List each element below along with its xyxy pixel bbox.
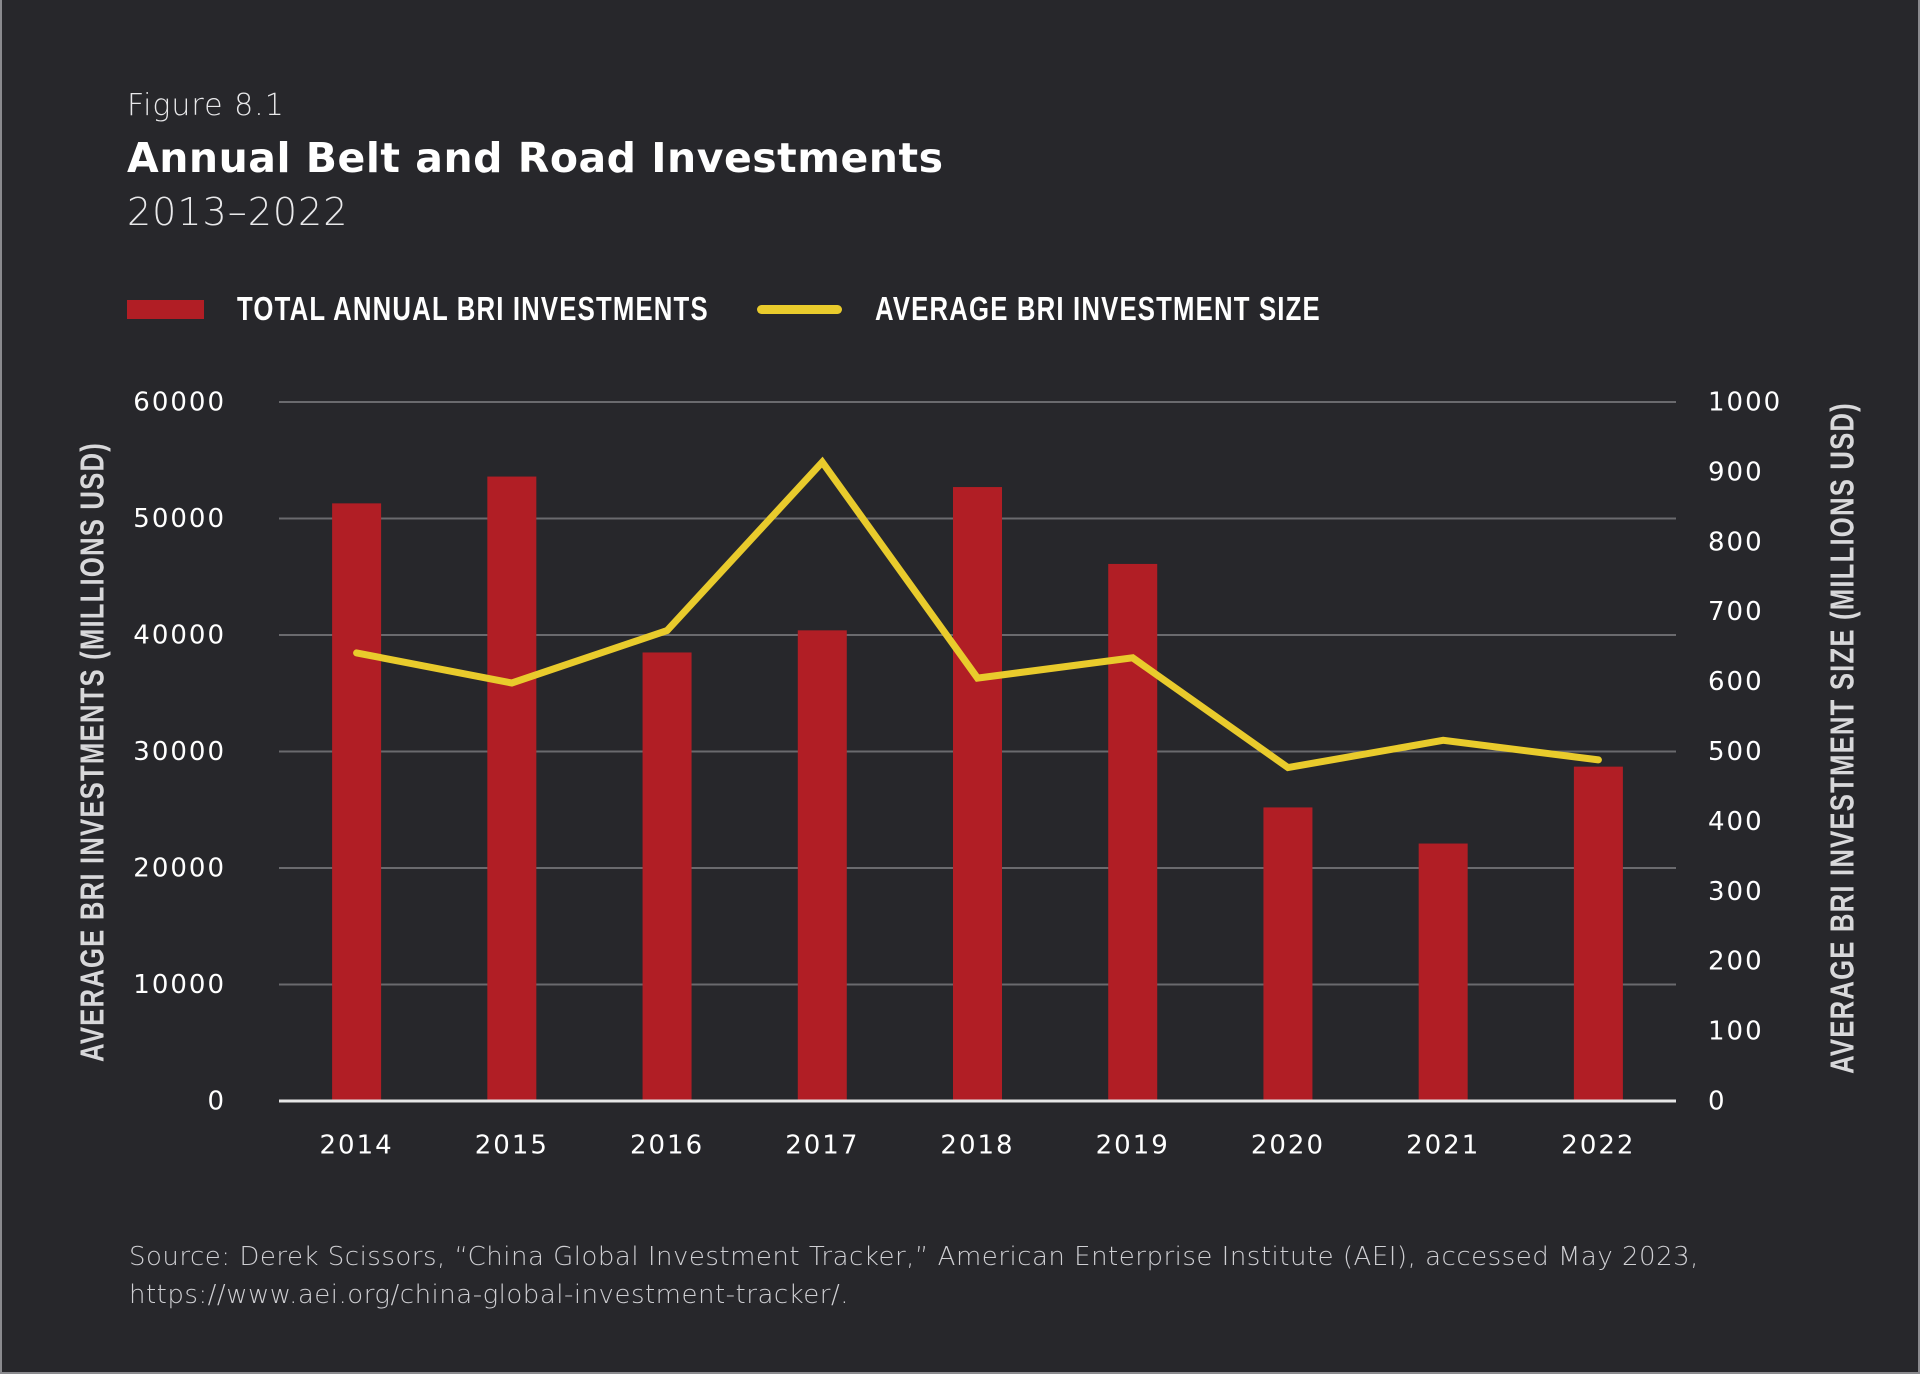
right-tick-label: 900 bbox=[1708, 457, 1764, 487]
chart-title: Annual Belt and Road Investments bbox=[127, 134, 944, 182]
right-tick-label: 100 bbox=[1708, 1017, 1764, 1047]
left-tick-label: 40000 bbox=[133, 621, 226, 651]
bar-2018 bbox=[953, 487, 1002, 1101]
left-tick-label: 0 bbox=[207, 1087, 226, 1117]
legend-item-average-size: AVERAGE BRI INVESTMENT SIZE bbox=[757, 289, 1447, 329]
source-note: Source: Derek Scissors, “China Global In… bbox=[129, 1238, 1699, 1314]
legend-line-swatch bbox=[757, 304, 842, 314]
x-tick-label: 2017 bbox=[785, 1131, 859, 1161]
x-tick-label: 2022 bbox=[1561, 1131, 1635, 1161]
left-tick-label: 60000 bbox=[133, 388, 226, 418]
bar-series bbox=[332, 476, 1623, 1102]
x-tick-label: 2019 bbox=[1096, 1131, 1170, 1161]
left-tick-label: 20000 bbox=[133, 854, 226, 884]
line-series bbox=[353, 456, 1602, 772]
left-tick-label: 30000 bbox=[133, 737, 226, 767]
source-line-1: Source: Derek Scissors, “China Global In… bbox=[129, 1242, 1699, 1272]
legend-bar-swatch bbox=[127, 299, 204, 319]
x-tick-label: 2014 bbox=[320, 1131, 394, 1161]
bar-2017 bbox=[797, 630, 847, 1101]
legend-item-total-investments: TOTAL ANNUAL BRI INVESTMENTS bbox=[127, 289, 842, 329]
x-axis-ticks: 2014 2015 2016 2017 2018 2019 2020 2021 2022 bbox=[320, 1131, 1635, 1161]
left-tick-label: 10000 bbox=[133, 970, 226, 1000]
right-tick-label: 1000 bbox=[1708, 388, 1782, 418]
x-tick-label: 2021 bbox=[1406, 1131, 1480, 1161]
left-axis-title: AVERAGE BRI INVESTMENTS (MILLIONS USD) bbox=[75, 442, 112, 1062]
bar-2014 bbox=[332, 503, 382, 1102]
bar-2021 bbox=[1418, 843, 1468, 1101]
right-tick-label: 600 bbox=[1708, 667, 1764, 697]
source-line-2: https://www.aei.org/china-global-investm… bbox=[129, 1280, 850, 1310]
right-axis-title: AVERAGE BRI INVESTMENT SIZE (MILLIONS US… bbox=[1825, 402, 1862, 1074]
bar-2022 bbox=[1573, 766, 1623, 1101]
legend-label-total-investments: TOTAL ANNUAL BRI INVESTMENTS bbox=[237, 290, 709, 327]
x-tick-label: 2020 bbox=[1251, 1131, 1325, 1161]
bar-2019 bbox=[1108, 563, 1158, 1101]
right-tick-label: 0 bbox=[1708, 1087, 1727, 1117]
chart-subtitle: 2013–2022 bbox=[127, 190, 349, 234]
legend-label-average-size: AVERAGE BRI INVESTMENT SIZE bbox=[875, 290, 1321, 327]
right-axis-ticks: 0 100 200 300 400 500 600 700 800 900 1000 bbox=[1708, 388, 1782, 1117]
right-tick-label: 400 bbox=[1708, 807, 1764, 837]
right-tick-label: 700 bbox=[1708, 597, 1764, 627]
bar-2016 bbox=[642, 652, 692, 1101]
figure-label: Figure 8.1 bbox=[127, 88, 285, 123]
right-tick-label: 500 bbox=[1708, 737, 1764, 767]
left-tick-label: 50000 bbox=[133, 504, 226, 534]
right-tick-label: 300 bbox=[1708, 877, 1764, 907]
bar-2020 bbox=[1263, 807, 1313, 1101]
bar-2015 bbox=[487, 476, 537, 1101]
x-tick-label: 2016 bbox=[630, 1131, 704, 1161]
right-tick-label: 200 bbox=[1708, 947, 1764, 977]
x-tick-label: 2015 bbox=[475, 1131, 549, 1161]
right-tick-label: 800 bbox=[1708, 527, 1764, 557]
x-tick-label: 2018 bbox=[940, 1131, 1014, 1161]
left-axis-ticks: 0 10000 20000 30000 40000 50000 60000 bbox=[133, 388, 226, 1117]
